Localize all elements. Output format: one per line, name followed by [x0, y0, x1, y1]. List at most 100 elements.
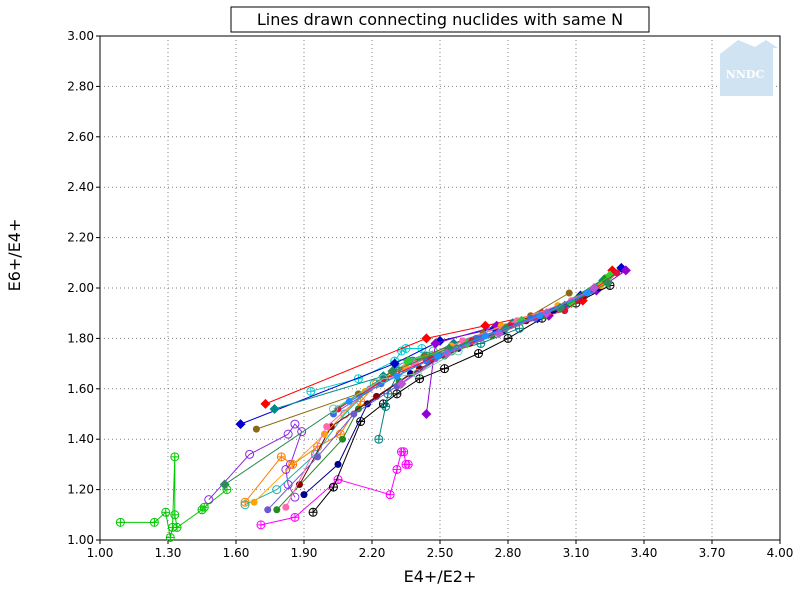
data-point: [328, 482, 338, 492]
data-point: [306, 386, 316, 396]
data-point: [613, 269, 621, 277]
data-point: [393, 372, 401, 380]
y-tick-label: 3.00: [67, 29, 94, 43]
data-point: [240, 500, 250, 510]
x-tick-label: 2.50: [427, 546, 454, 560]
y-tick-label: 2.00: [67, 281, 94, 295]
data-point: [269, 403, 280, 414]
data-point: [204, 495, 214, 505]
nndc-logo: NNDC: [720, 40, 778, 96]
y-axis-label: E6+/E4+: [5, 219, 24, 292]
data-point: [245, 449, 255, 459]
data-point: [536, 312, 544, 320]
y-tick-label: 2.60: [67, 130, 94, 144]
x-axis-label: E4+/E2+: [404, 567, 477, 586]
tick-labels: 1.00 1.30 1.60 1.90 2.20 2.50 2.80 3.10 3.40 3.70…: [67, 29, 793, 560]
nndc-logo-text: NNDC: [726, 68, 765, 81]
data-point: [264, 506, 272, 514]
data-point: [276, 452, 286, 462]
series: [115, 452, 232, 542]
data-point: [403, 459, 413, 469]
data-point: [272, 485, 282, 495]
data-point: [481, 332, 489, 340]
data-point: [374, 434, 384, 444]
data-point: [260, 398, 271, 409]
data-point: [430, 338, 441, 349]
data-point: [161, 507, 171, 517]
data-point: [555, 303, 566, 314]
data-point: [320, 430, 328, 438]
data-point: [172, 522, 182, 532]
x-tick-label: 2.20: [359, 546, 386, 560]
series: [345, 289, 591, 405]
x-tick-label: 2.80: [495, 546, 522, 560]
data-point: [281, 464, 291, 474]
series-line: [244, 350, 434, 506]
data-point: [421, 333, 432, 344]
data-point: [256, 520, 266, 530]
y-tick-label: 1.40: [67, 432, 94, 446]
series: [256, 447, 413, 530]
data-point: [219, 479, 230, 490]
data-point: [149, 517, 159, 527]
data-point: [415, 374, 425, 384]
data-point: [339, 435, 347, 443]
data-point: [434, 352, 442, 360]
data-point: [381, 401, 391, 411]
data-point: [165, 532, 175, 542]
data-point: [290, 512, 300, 522]
data-point: [297, 427, 307, 437]
data-point: [290, 419, 300, 429]
series-layer: [115, 262, 631, 542]
data-point: [250, 498, 258, 506]
x-tick-label: 4.00: [767, 546, 794, 560]
data-point: [605, 270, 615, 281]
x-tick-label: 1.00: [87, 546, 114, 560]
data-point: [385, 490, 395, 500]
data-point: [583, 289, 591, 297]
data-point: [283, 429, 293, 439]
data-point: [392, 464, 402, 474]
data-point: [345, 397, 353, 405]
data-point: [493, 328, 504, 339]
data-point: [474, 349, 484, 359]
data-point: [378, 374, 388, 384]
data-point: [399, 447, 409, 457]
data-point: [389, 358, 400, 369]
data-point: [373, 392, 381, 400]
x-tick-label: 1.90: [291, 546, 318, 560]
data-point: [115, 517, 125, 527]
grid: [100, 36, 780, 540]
y-tick-label: 1.00: [67, 533, 94, 547]
data-point: [240, 497, 250, 507]
data-point: [602, 277, 613, 288]
data-point: [235, 419, 246, 430]
data-point: [421, 409, 432, 419]
y-tick-label: 1.60: [67, 382, 94, 396]
series: [396, 283, 600, 389]
data-point: [170, 452, 180, 462]
data-point: [328, 404, 338, 414]
data-point: [300, 491, 308, 499]
data-point: [620, 265, 631, 276]
data-point: [589, 283, 600, 293]
y-tick-label: 2.80: [67, 79, 94, 93]
data-point: [350, 410, 358, 418]
data-point: [199, 502, 209, 512]
x-tick-label: 3.70: [699, 546, 726, 560]
data-point: [323, 423, 331, 431]
data-point: [412, 369, 422, 379]
data-point: [252, 425, 260, 433]
y-tick-label: 1.20: [67, 483, 94, 497]
chart-title: Lines drawn connecting nuclides with sam…: [257, 10, 623, 29]
data-point: [308, 507, 318, 517]
data-point: [565, 289, 573, 297]
x-tick-label: 3.10: [563, 546, 590, 560]
y-tick-label: 1.80: [67, 331, 94, 345]
data-point: [334, 460, 342, 468]
data-point: [503, 333, 513, 343]
data-point: [273, 506, 281, 514]
data-point: [440, 364, 450, 374]
x-tick-label: 3.40: [631, 546, 658, 560]
